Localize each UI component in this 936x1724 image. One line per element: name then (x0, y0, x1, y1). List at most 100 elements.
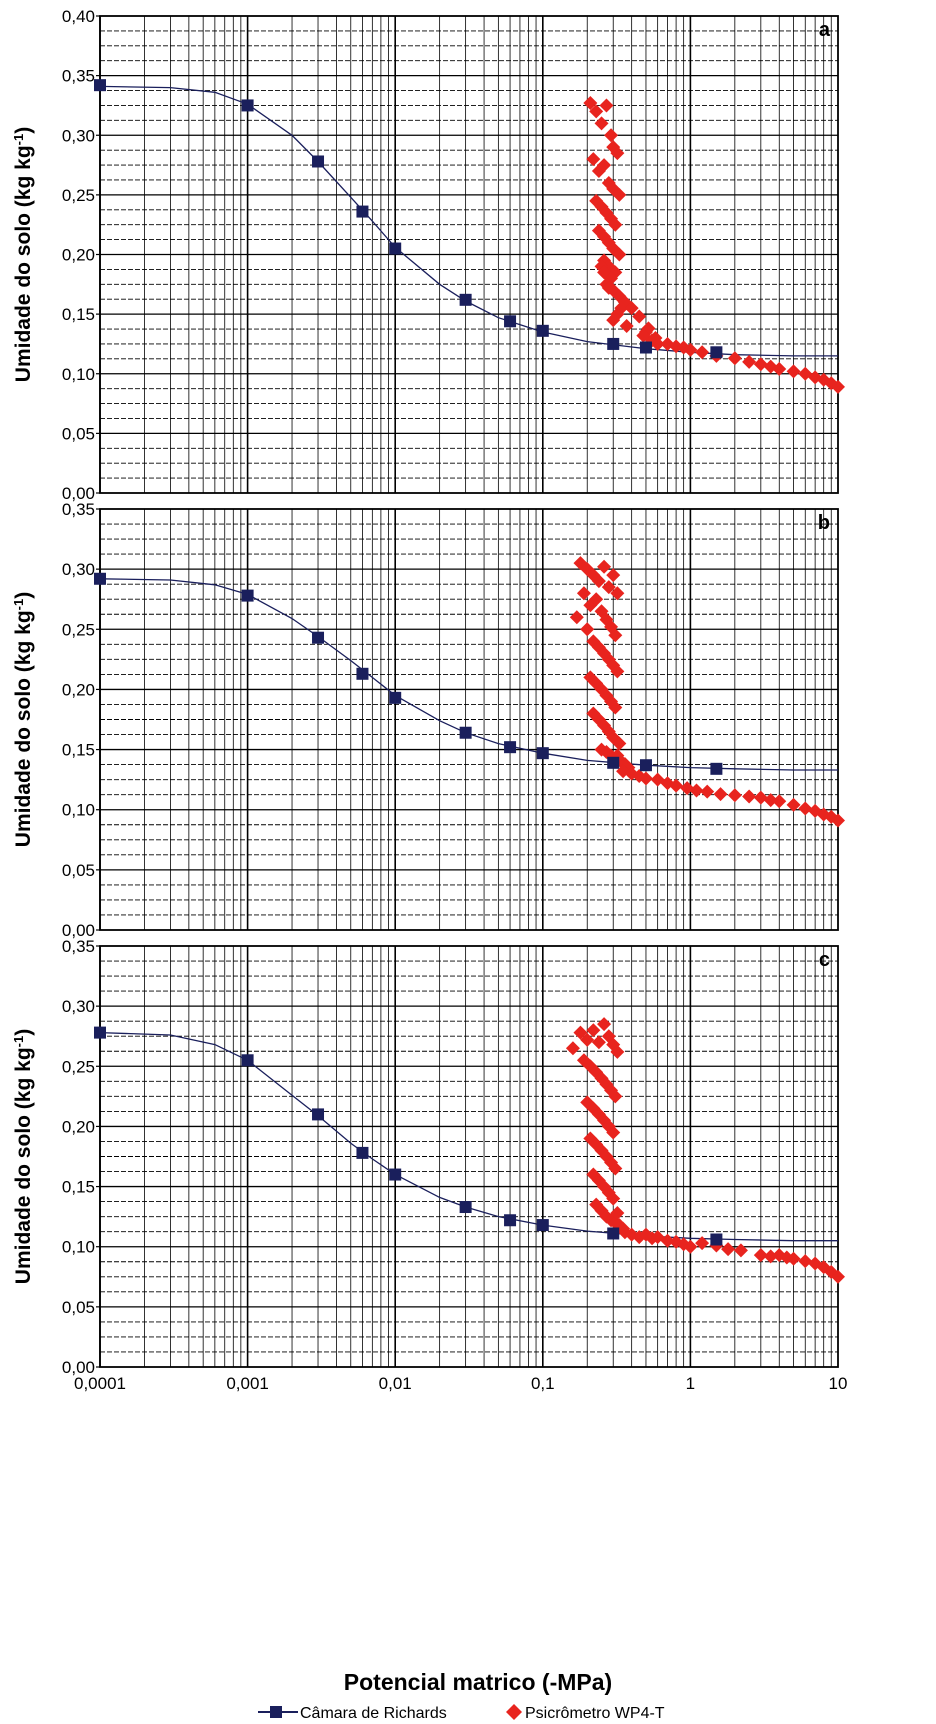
grid (99, 946, 838, 1367)
wp4t-point (638, 771, 653, 786)
wp4t-point (763, 793, 778, 808)
richards-point (607, 337, 620, 350)
wp4t-point (727, 788, 742, 803)
series-richards (94, 572, 723, 775)
wp4t-point (733, 1243, 748, 1258)
wp4t-point (586, 152, 601, 167)
wp4t-point (565, 1041, 580, 1056)
y-tick-label: 0,05 (62, 861, 95, 880)
wp4t-point (586, 1023, 601, 1038)
y-tick-label: 0,30 (62, 997, 95, 1016)
wp4t-point (608, 700, 623, 715)
wp4t-point (580, 622, 595, 637)
richards-point (504, 1214, 517, 1227)
plot-frame (99, 508, 839, 931)
wp4t-point (606, 313, 621, 328)
x-tick-label: 0,001 (226, 1374, 269, 1393)
y-tick-label: 0,00 (62, 921, 95, 940)
wp4t-point (742, 789, 757, 804)
wp4t-point (606, 568, 621, 583)
y-tick-label: 0,20 (62, 246, 95, 265)
series-wp4t (583, 96, 845, 394)
wp4t-point (831, 1269, 845, 1284)
richards-point (312, 1108, 325, 1121)
wp4t-point (601, 280, 616, 295)
x-tick-label: 0,1 (531, 1374, 555, 1393)
y-tick-label: 0,20 (62, 680, 95, 699)
panel-label: b (818, 512, 830, 534)
wp4t-point (798, 801, 813, 816)
plot-frame (99, 945, 839, 1368)
y-tick-label: 0,10 (62, 1238, 95, 1257)
panel-label: a (819, 19, 831, 41)
y-tick-label: 0,35 (62, 937, 95, 956)
wp4t-point (606, 1191, 621, 1206)
wp4t-point (648, 330, 663, 345)
wp4t-point (589, 104, 604, 119)
wp4t-point (700, 784, 715, 799)
wp4t-point (597, 265, 612, 280)
wp4t-point (608, 628, 623, 643)
richards-point (639, 759, 652, 772)
wp4t-point (580, 1032, 595, 1047)
wp4t-point (683, 1239, 698, 1254)
richards-point (536, 747, 549, 760)
richards-point (356, 205, 369, 218)
wp4t-point (695, 345, 710, 360)
y-tick-label: 0,25 (62, 186, 95, 205)
richards-point (312, 631, 325, 644)
legend: Câmara de Richards Psicrômetro WP4-T (258, 1704, 665, 1722)
richards-point (607, 756, 620, 769)
wp4t-point (608, 1161, 623, 1176)
wp4t-point (606, 1125, 621, 1140)
wp4t-point (612, 247, 627, 262)
series-richards (94, 79, 723, 359)
wp4t-point (831, 379, 845, 394)
wp4t-point (683, 342, 698, 357)
wp4t-point (753, 790, 768, 805)
richards-point (710, 346, 723, 359)
y-tick-label: 0,05 (62, 424, 95, 443)
wp4t-point (689, 783, 704, 798)
richards-point (94, 572, 106, 585)
x-tick-label: 1 (686, 1374, 695, 1393)
wp4t-point (763, 1249, 778, 1264)
wp4t-point (831, 813, 845, 828)
y-tick-label: 0,35 (62, 67, 95, 86)
wp4t-point (599, 98, 614, 113)
richards-point (389, 691, 402, 704)
y-tick-label: 0,30 (62, 126, 95, 145)
wp4t-point (601, 580, 616, 595)
y-axis-label: Umidade do solo (kg kg-1) (11, 127, 36, 382)
panel-c: 0,000,050,100,150,200,250,300,350,0001 0,… (11, 937, 848, 1393)
y-ticks: 0,00 0,05 0,10 0,15 0,20 0,25 0,30 0,35 0,40 (62, 7, 100, 503)
wp4t-point (798, 1254, 813, 1269)
richards-point (504, 741, 517, 754)
wp4t-point (604, 128, 619, 143)
wp4t-point (612, 736, 627, 751)
legend-diamond-marker (506, 1704, 522, 1720)
y-ticks: 0,00 0,05 0,10 0,15 0,20 0,25 0,30 0,35 (62, 500, 100, 940)
wp4t-point (610, 664, 625, 679)
wp4t-point (610, 586, 625, 601)
richards-point (241, 99, 254, 112)
wp4t-point (632, 309, 647, 324)
wp4t-point (594, 116, 609, 131)
legend-label-richards: Câmara de Richards (300, 1705, 447, 1722)
wp4t-point (772, 361, 787, 376)
wp4t-point (786, 1251, 801, 1266)
y-ticks: 0,00 0,05 0,10 0,15 0,20 0,25 0,30 0,35 (62, 937, 100, 1377)
richards-point (607, 1227, 620, 1240)
richards-point (241, 589, 254, 602)
wp4t-point (669, 778, 684, 793)
wp4t-point (591, 574, 606, 589)
richards-point (710, 1233, 723, 1246)
wp4t-point (695, 1236, 710, 1251)
series-wp4t (565, 1017, 845, 1284)
richards-point (356, 1146, 369, 1159)
richards-point (536, 1219, 549, 1232)
richards-point (389, 1168, 402, 1181)
y-tick-label: 0,25 (62, 1057, 95, 1076)
x-tick-label: 10 (829, 1374, 848, 1393)
